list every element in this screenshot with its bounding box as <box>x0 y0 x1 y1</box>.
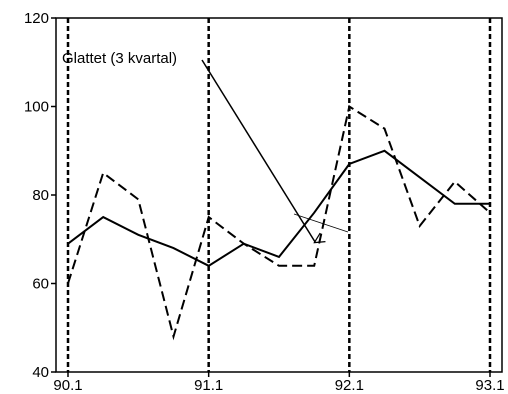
y-tick-label: 60 <box>32 276 49 293</box>
x-tick-label: 90.1 <box>53 377 82 394</box>
x-tick-label: 92.1 <box>335 377 364 394</box>
y-tick-label: 100 <box>24 99 49 116</box>
x-axis-ticks: 90.1 91.1 92.1 93.1 <box>53 372 505 394</box>
series-line-dashed <box>67 104 491 341</box>
stray-mark <box>293 213 349 233</box>
y-tick-label: 80 <box>32 187 49 204</box>
x-tick-label: 91.1 <box>194 377 223 394</box>
y-axis-ticks: 40 60 80 100 120 <box>24 10 56 381</box>
vertical-dashed-lines <box>66 18 492 372</box>
plot-frame <box>55 17 503 373</box>
x-tick-label: 93.1 <box>475 377 504 394</box>
series-line-smoothed <box>67 149 490 267</box>
y-tick-label: 120 <box>24 10 49 27</box>
series-lines <box>67 104 491 341</box>
y-tick-label: 40 <box>32 364 49 381</box>
annotation-arrow <box>201 59 315 242</box>
annotation: Glattet (3 kvartal) <box>62 50 315 242</box>
annotation-label: Glattet (3 kvartal) <box>62 50 177 67</box>
